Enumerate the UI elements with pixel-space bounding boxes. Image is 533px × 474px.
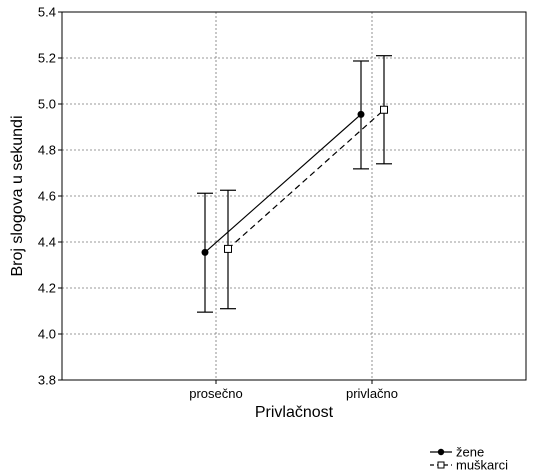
gridlines: [62, 12, 526, 380]
y-axis-title: Broj slogova u sekundi: [9, 116, 26, 277]
y-tick-label: 5.4: [38, 5, 56, 20]
y-tick-label: 4.8: [38, 143, 56, 158]
series-line: [227, 109, 385, 250]
y-tick-label: 4.2: [38, 281, 56, 296]
data-point: [224, 244, 232, 253]
y-tick-label: 4.4: [38, 235, 56, 250]
legend-label: žene: [456, 445, 484, 460]
y-tick-label: 5.0: [38, 97, 56, 112]
series-line: [204, 113, 362, 253]
x-tick-label: prosečno: [189, 386, 242, 401]
y-tick-label: 3.8: [38, 373, 56, 388]
series-group: [197, 55, 392, 313]
x-tick-label: privlačno: [346, 386, 398, 401]
legend-marker: [437, 461, 445, 469]
y-axis-ticks: 3.8 4.0 4.2 4.4 4.6 4.8 5.0 5.2 5.4: [38, 5, 62, 388]
y-tick-label: 4.6: [38, 189, 56, 204]
x-axis-ticks: prosečno privlačno: [189, 380, 398, 401]
data-point: [380, 105, 388, 114]
legend-label: muškarci: [456, 458, 508, 473]
y-tick-label: 5.2: [38, 51, 56, 66]
x-axis-title: Privlačnost: [255, 404, 334, 421]
data-point: [201, 248, 209, 256]
data-point: [357, 110, 365, 118]
y-tick-label: 4.0: [38, 327, 56, 342]
legend-marker: [437, 448, 445, 456]
